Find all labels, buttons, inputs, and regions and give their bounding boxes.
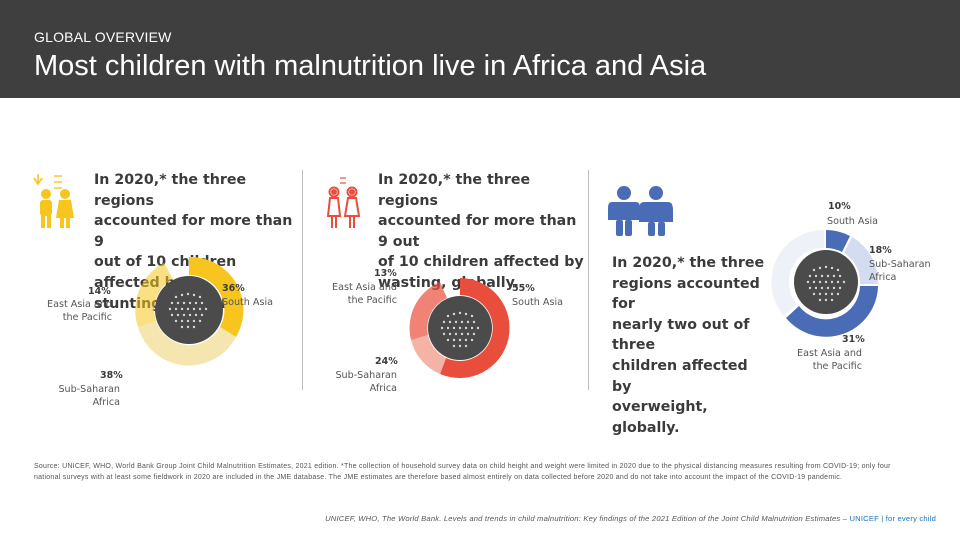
segment-east-asia [786, 286, 878, 337]
region-south-asia-overweight: South Asia [827, 216, 879, 227]
citation-text: UNICEF, WHO, The World Bank. Levels and … [325, 514, 848, 523]
segment-south-asia [189, 256, 244, 337]
donut-chart-stunting [135, 256, 244, 366]
segment-east-asia [409, 282, 447, 340]
segment-other [771, 229, 824, 316]
region-east-asia-wasting: East Asia and the Pacific [322, 281, 397, 307]
title-line: accounted for more than 9 out [378, 213, 577, 250]
region-line: East Asia and [47, 299, 112, 310]
pct-south-asia-wasting: 55% [512, 283, 535, 294]
region-south-asia-stunting: South Asia [222, 297, 274, 308]
children-icon-stunting [33, 174, 74, 228]
title-line: overweight, globally. [612, 399, 708, 436]
pct-east-asia-overweight: 31% [842, 334, 865, 345]
region-sub-saharan-wasting: Sub-Saharan Africa [322, 369, 397, 395]
region-line: Sub-Saharan [335, 370, 397, 381]
segment-sub-saharan-africa [138, 321, 236, 366]
panel-title-wasting: In 2020,* the three regions accounted fo… [378, 170, 588, 294]
title-line: regions accounted for [612, 275, 760, 313]
panel-title-overweight: In 2020,* the three regions accounted fo… [612, 253, 772, 438]
section-eyebrow: GLOBAL OVERVIEW [34, 29, 172, 45]
donut-chart-overweight [771, 229, 879, 337]
region-east-asia-overweight: East Asia and the Pacific [786, 347, 862, 373]
region-line: Sub-Saharan [58, 384, 120, 395]
pct-sub-saharan-overweight: 18% [869, 245, 892, 256]
segment-south-asia [440, 278, 510, 378]
segment-south-asia [826, 230, 850, 252]
citation: UNICEF, WHO, The World Bank. Levels and … [325, 514, 936, 523]
segment-sub-saharan-africa [844, 237, 879, 284]
region-line: Africa [92, 397, 120, 408]
header-bar: GLOBAL OVERVIEW Most children with malnu… [0, 0, 960, 98]
region-east-asia-stunting: East Asia and the Pacific [44, 298, 112, 324]
region-south-asia-wasting: South Asia [512, 297, 564, 308]
title-line: of 10 children affected by [378, 254, 584, 271]
brand-tagline: UNICEF | for every child [849, 514, 936, 523]
slide-title: Most children with malnutrition live in … [34, 50, 707, 82]
children-icon-overweight [608, 186, 673, 236]
panel-divider [302, 170, 303, 390]
globe-icon [155, 276, 223, 344]
title-line: nearly two out of three [612, 316, 750, 354]
region-sub-saharan-stunting: Sub-Saharan Africa [54, 383, 120, 409]
segment-sub-saharan-africa [411, 335, 446, 374]
title-line: In 2020,* the three regions [378, 172, 531, 209]
pct-sub-saharan-wasting: 24% [375, 356, 398, 367]
region-line: East Asia and [797, 348, 862, 359]
title-line: accounted for more than 9 [94, 213, 293, 250]
pct-south-asia-stunting: 36% [222, 283, 245, 294]
pct-south-asia-overweight: 10% [828, 201, 851, 212]
title-line: In 2020,* the three regions [94, 172, 247, 209]
pct-east-asia-stunting: 14% [88, 286, 111, 297]
panel-divider [588, 170, 589, 390]
region-line: the Pacific [62, 312, 112, 323]
region-line: Africa [369, 383, 397, 394]
segment-east-asia [135, 263, 173, 327]
donut-chart-wasting [409, 278, 510, 378]
source-note: Source: UNICEF, WHO, World Bank Group Jo… [34, 463, 891, 481]
region-line: East Asia and [332, 282, 397, 293]
title-line: children affected by [612, 357, 748, 395]
region-line: the Pacific [812, 361, 862, 372]
children-icon-wasting [326, 177, 361, 228]
pct-east-asia-wasting: 13% [374, 268, 397, 279]
title-line: In 2020,* the three [612, 255, 765, 271]
region-sub-saharan-overweight: Sub-Saharan Africa [869, 258, 931, 284]
pct-sub-saharan-stunting: 38% [100, 370, 123, 381]
region-line: Africa [869, 272, 897, 283]
region-line: Sub-Saharan [869, 259, 931, 270]
region-line: the Pacific [347, 295, 397, 306]
